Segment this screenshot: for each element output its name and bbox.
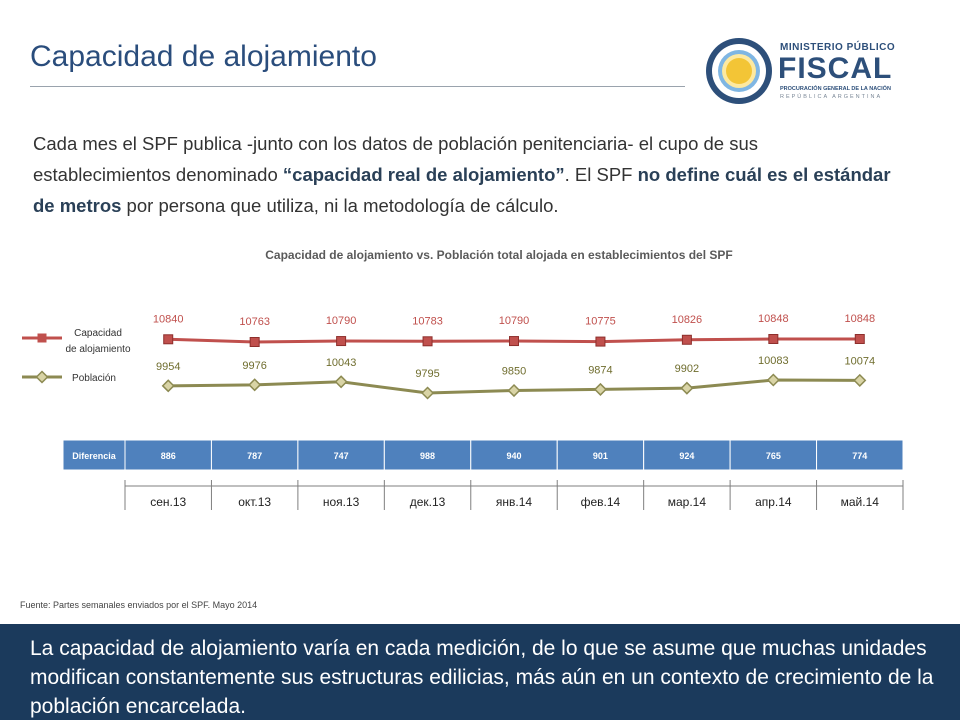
data-label: 9874: [588, 364, 612, 376]
data-point-poblacion: [766, 373, 780, 387]
conclusion-panel: La capacidad de alojamiento varía en cad…: [0, 624, 960, 720]
table-cell: [729, 439, 818, 471]
table-header-label: Diferencia: [72, 451, 117, 461]
x-tick-label: фев.14: [581, 495, 621, 509]
intro-emphasis: “capacidad real de alojamiento”: [282, 164, 565, 185]
table-cell: [470, 439, 558, 471]
data-point-poblacion: [334, 375, 348, 389]
data-label: 10074: [844, 355, 875, 367]
ministerio-publico-fiscal-logo: MINISTERIO PÚBLICO FISCAL PROCURACIÓN GE…: [706, 38, 896, 104]
data-point-poblacion: [161, 379, 175, 393]
data-label: 9850: [502, 366, 526, 378]
source-note: Fuente: Partes semanales enviados por el…: [20, 600, 258, 610]
table-cell-value: 886: [161, 451, 176, 461]
logo-line-fiscal: FISCAL: [778, 52, 893, 85]
table-header-cell: [62, 439, 126, 471]
data-point-poblacion: [853, 373, 867, 387]
x-tick-label: окт.13: [238, 495, 271, 509]
x-tick-label: сен.13: [150, 495, 186, 509]
data-label: 10083: [758, 355, 789, 367]
table-cell: [816, 439, 904, 471]
data-label: 10848: [844, 313, 875, 325]
table-cell-value: 924: [679, 451, 694, 461]
table-cell-value: 774: [852, 451, 867, 461]
legend-marker: [37, 333, 47, 343]
data-label: 10848: [758, 313, 789, 325]
x-tick-label: янв.14: [496, 495, 533, 509]
table-cell-value: 765: [766, 451, 781, 461]
x-tick-label: ноя.13: [323, 495, 360, 509]
data-label: 10775: [585, 316, 616, 328]
data-point-capacidad: [336, 336, 347, 347]
line-chart: 10840 10763 10790 10783 10790 10775 10826 10848…: [22, 313, 904, 510]
table-cell: [383, 439, 472, 471]
data-label: 10826: [672, 314, 703, 326]
data-point-capacidad: [854, 334, 865, 344]
data-label: 9954: [156, 361, 180, 373]
intro-text: . El SPF: [564, 164, 638, 185]
data-label: 10783: [412, 315, 443, 327]
data-label: 10763: [239, 316, 270, 328]
data-label: 10790: [499, 315, 530, 327]
data-point-poblacion: [680, 381, 694, 395]
x-tick-label: апр.14: [755, 495, 792, 509]
data-point-capacidad: [422, 336, 433, 347]
legend-marker: [35, 370, 49, 384]
data-point-poblacion: [248, 378, 262, 392]
data-point-capacidad: [595, 336, 606, 347]
logo-line-republica: REPÚBLICA ARGENTINA: [780, 94, 883, 100]
data-label: 10790: [326, 315, 357, 327]
legend-label: Capacidad: [74, 328, 122, 339]
table-cell: [556, 439, 645, 471]
chart-title: Capacidad de alojamiento vs. Población t…: [265, 248, 733, 262]
data-point-capacidad: [681, 334, 692, 345]
intro-text: por persona que utiliza, ni la metodolog…: [121, 195, 559, 216]
intro-emphasis: no define cuál es el estándar de metros: [33, 164, 891, 216]
data-label: 9976: [242, 360, 266, 372]
slide-title: Capacidad de alojamiento: [30, 40, 377, 73]
data-label: 10840: [153, 313, 184, 325]
table-cell-value: 940: [506, 451, 521, 461]
data-label: 10043: [326, 357, 357, 369]
table-cell-value: 988: [420, 451, 435, 461]
data-point-poblacion: [507, 383, 521, 398]
logo-line-procuracion: PROCURACIÓN GENERAL DE LA NACIÓN: [780, 86, 891, 92]
data-point-poblacion: [593, 382, 608, 396]
x-tick-label: мар.14: [668, 495, 707, 509]
data-point-capacidad: [249, 337, 260, 347]
intro-text: Cada mes el SPF publica -junto con los d…: [33, 133, 759, 185]
data-point-poblacion: [420, 386, 435, 400]
table-cell: [297, 439, 385, 471]
table-cell: [124, 439, 212, 471]
sun-emblem-icon: [706, 38, 772, 104]
x-tick-label: дек.13: [410, 495, 446, 509]
legend-label: de alojamiento: [65, 344, 130, 355]
data-point-capacidad: [509, 336, 519, 347]
legend-label: Población: [72, 373, 116, 384]
data-label: 9795: [415, 368, 439, 380]
conclusion-text: La capacidad de alojamiento varía en cad…: [30, 637, 934, 718]
table-cell-value: 901: [593, 451, 608, 461]
table-cell-value: 787: [247, 451, 262, 461]
x-tick-label: май.14: [841, 495, 880, 509]
logo-line-ministerio: MINISTERIO PÚBLICO: [780, 42, 896, 53]
table-cell-value: 747: [334, 451, 349, 461]
intro-paragraph: Cada mes el SPF publica -junto con los d…: [33, 128, 893, 221]
title-divider: [30, 86, 685, 87]
data-point-capacidad: [163, 334, 174, 345]
data-label: 9902: [675, 363, 699, 375]
data-point-capacidad: [768, 334, 779, 344]
